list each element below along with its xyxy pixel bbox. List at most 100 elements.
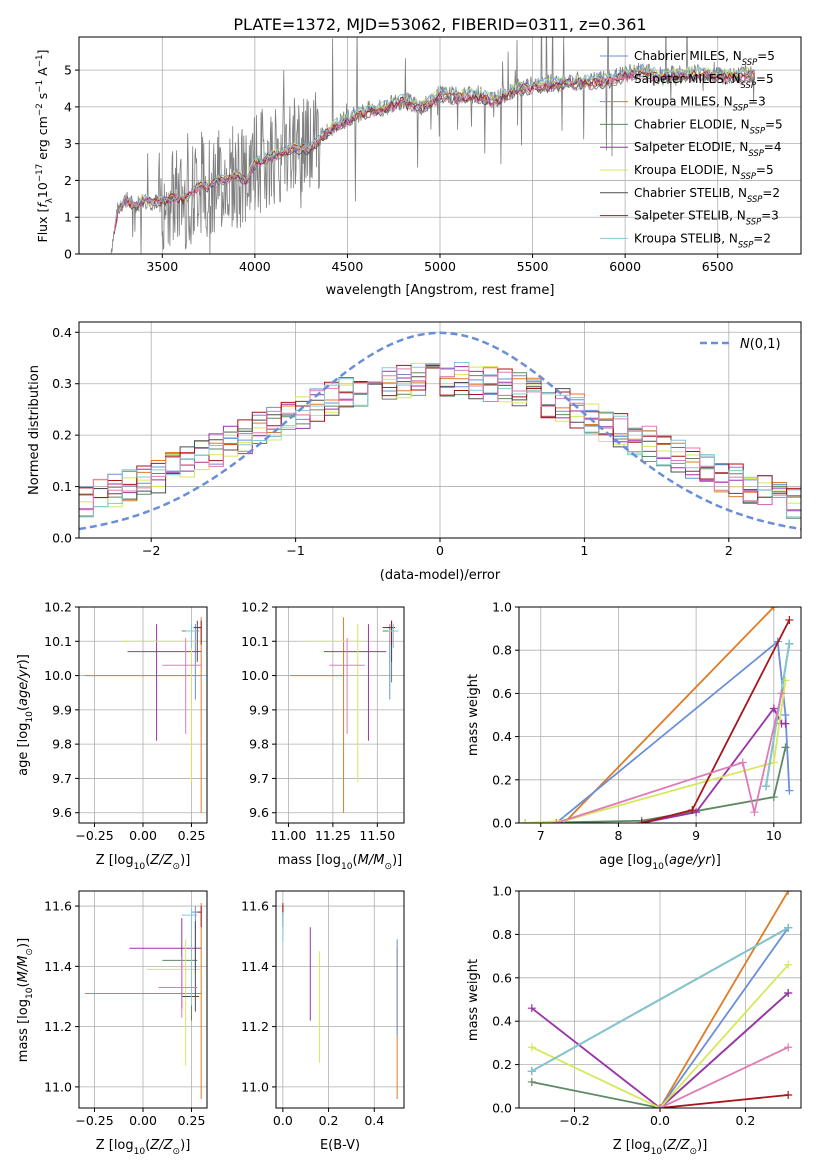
mass-vs-ebv-tick-label-x: 0.2	[319, 1113, 339, 1128]
weight-vs-z-marker	[784, 891, 793, 895]
mass-vs-z-ylabel-part: )]	[16, 938, 31, 948]
spectrum-legend-label-part: SSP	[747, 194, 763, 204]
weight-vs-age-tick-label-y: 0.4	[492, 729, 512, 744]
mass-vs-z-tick-label-x: 0.25	[178, 1113, 206, 1128]
spectrum-tick-label-y: 3	[64, 136, 72, 151]
age-vs-mass-tick-label-y: 10.2	[241, 600, 269, 615]
residuals-grid	[79, 322, 801, 539]
age-vs-z-xlabel-part: )]	[180, 853, 190, 868]
mass-vs-z-xlabel: Z [log10(Z/Z⊙)]	[96, 1138, 191, 1157]
spectrum-legend-label-part: =5	[756, 163, 774, 177]
spectrum-legend-label-part: Kroupa STELIB, N	[634, 231, 738, 245]
weight-vs-z-tick-label-x: 0.2	[736, 1113, 756, 1128]
weight-vs-age-series	[525, 680, 787, 823]
spectrum-legend-label: Kroupa STELIB, NSSP=2	[634, 231, 771, 249]
weight-vs-age-marker	[769, 607, 778, 611]
weight-vs-age-marker	[785, 639, 794, 648]
age-vs-mass-xlabel-part: (	[353, 853, 358, 868]
spectrum-legend-label-part: SSP	[750, 125, 766, 135]
weight-vs-z-xlabel: Z [log10(Z/Z⊙)]	[613, 1138, 708, 1157]
weight-vs-age-xlabel: age [log10(age/yr)]	[599, 853, 721, 872]
age-vs-mass-tick-label-y: 9.7	[249, 771, 269, 786]
weight-vs-z-marker	[527, 1077, 536, 1086]
weight-vs-age-tick-label-x: 9	[692, 828, 700, 843]
mass-vs-z-xlabel-part: (	[145, 1138, 150, 1153]
weight-vs-z-xlabel-part: Z/Z	[666, 1138, 690, 1153]
spectrum-ylabel-part: erg cm	[35, 116, 50, 164]
spectrum-ylabel-part: A	[35, 67, 50, 80]
age-vs-z-plot-area	[84, 617, 202, 813]
residuals-tick-label-x: −2	[142, 543, 160, 558]
weight-vs-age-marker	[777, 689, 786, 698]
weight-vs-z-tick-label-x: 0.0	[650, 1113, 670, 1128]
weight-vs-z-series	[531, 964, 789, 1108]
residuals-legend-label-part: N	[740, 337, 750, 352]
residuals-tick-label-y: 0.2	[52, 428, 72, 443]
age-vs-z-ylabel-part: (	[16, 706, 31, 711]
spectrum-legend-label: Chabrier STELIB, NSSP=2	[634, 186, 780, 204]
mass-vs-z-xlabel-part: 10	[134, 1147, 146, 1157]
weight-vs-z-tick-label-y: 0.4	[492, 1014, 512, 1029]
spectrum-tick-label-y: 0	[64, 247, 72, 262]
spectrum-legend-label-part: =2	[762, 186, 780, 200]
spectrum-tick-label-y: 4	[64, 99, 72, 114]
spectrum-legend-label-part: Kroupa MILES, N	[634, 95, 733, 109]
spectrum-tick-label-x: 4500	[332, 259, 364, 274]
mass-vs-ebv-tick-label-x: 0.0	[273, 1113, 293, 1128]
weight-vs-z-xlabel-part: 10	[651, 1147, 663, 1157]
spectrum-legend-label-part: SSP	[741, 171, 757, 181]
weight-vs-age-tick-label-x: 8	[614, 828, 622, 843]
residuals-tick-label-y: 0.4	[52, 325, 72, 340]
weight-vs-age-marker	[785, 786, 794, 795]
mass-vs-z-ylabel-part: 10	[25, 987, 35, 999]
age-vs-z-tick-label-y: 9.8	[52, 737, 72, 752]
age-vs-mass-plot-area	[290, 617, 399, 813]
weight-vs-z-marker	[784, 960, 793, 969]
spectrum-legend-label-part: =5	[757, 49, 775, 63]
spectrum-model-line	[113, 67, 755, 234]
weight-vs-z-xlabel-part: Z [log	[613, 1138, 651, 1153]
mass-vs-z-tick-label-y: 11.0	[44, 1079, 72, 1094]
residuals-ylabel: Normed distribution	[27, 365, 42, 495]
spectrum-model-line	[113, 70, 755, 235]
spectrum-legend-label: Salpeter STELIB, NSSP=3	[634, 209, 779, 227]
spectrum-model-line	[113, 68, 755, 233]
weight-vs-age-ylabel: mass weight	[466, 674, 481, 756]
weight-vs-age-xlabel-part: (	[664, 853, 669, 868]
weight-vs-age-lines	[521, 607, 794, 823]
spectrum-plot-area	[110, 37, 756, 254]
spectrum-legend-label-part: SSP	[741, 80, 757, 90]
age-vs-mass-xlabel: mass [log10(M/M⊙)]	[278, 853, 402, 872]
residuals-tick-label-x: 1	[580, 543, 588, 558]
spectrum-legend-label-part: =2	[753, 231, 771, 245]
spectrum-ylabel-part: s	[35, 93, 50, 104]
weight-vs-age-marker	[769, 793, 778, 802]
spectrum-legend-label-part: Chabrier MILES, N	[634, 49, 742, 63]
residuals-tick-label-x: 2	[725, 543, 733, 558]
age-vs-z-tick-label-y: 9.7	[52, 771, 72, 786]
age-vs-mass-tick-label-y: 10.1	[241, 634, 269, 649]
weight-vs-age-tick-label-y: 1.0	[492, 600, 512, 615]
age-vs-z-tick-label-y: 9.9	[52, 702, 72, 717]
mass-vs-z-points	[84, 903, 202, 1099]
age-vs-z-points	[84, 617, 202, 813]
age-vs-mass-tick-label-y: 9.9	[249, 702, 269, 717]
spectrum-legend-label-part: SSP	[738, 239, 754, 249]
weight-vs-z-marker	[527, 1067, 536, 1076]
weight-vs-age-marker	[552, 819, 561, 823]
weight-vs-z-tick-label-y: 0.2	[492, 1057, 512, 1072]
weight-vs-z-marker	[527, 1004, 536, 1013]
spectrum-lines	[110, 37, 756, 254]
age-vs-mass-xlabel-part: M/M	[358, 853, 385, 868]
weight-vs-age-marker	[769, 758, 778, 767]
age-vs-mass-xlabel-part: )]	[392, 853, 402, 868]
spectrum-legend-label-part: Chabrier STELIB, N	[634, 186, 747, 200]
mass-vs-z-xlabel-part: Z/Z	[149, 1138, 173, 1153]
age-vs-mass-tick-label-x: 11.00	[271, 828, 307, 843]
mass-vs-ebv-grid	[276, 891, 404, 1108]
residuals-legend-label: N(0,1)	[740, 337, 781, 352]
spectrum-ylabel-part: −1	[35, 80, 45, 93]
weight-vs-age-tick-label-y: 0.2	[492, 772, 512, 787]
weight-vs-z-tick-label-x: −0.2	[559, 1113, 589, 1128]
